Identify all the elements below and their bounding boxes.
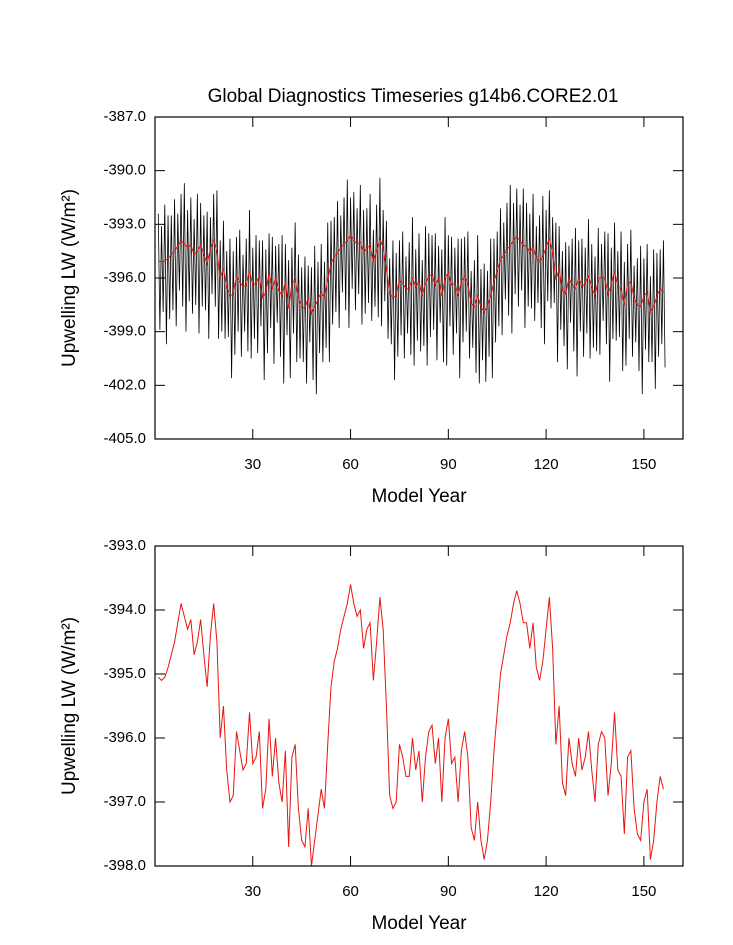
- y-axis-label: Upwelling LW (W/m²): [59, 189, 80, 367]
- y-tick-label: -405.0: [103, 430, 146, 447]
- series-line: [157, 177, 666, 395]
- chart-title: Global Diagnostics Timeseries g14b6.CORE…: [208, 86, 619, 107]
- y-tick-label: -393.0: [103, 537, 146, 554]
- x-axis-label: Model Year: [371, 913, 467, 934]
- plot-frame: [154, 116, 684, 440]
- plot-frame: [154, 545, 684, 867]
- y-tick-label: -398.0: [103, 857, 146, 874]
- y-tick-label: -394.0: [103, 601, 146, 618]
- y-tick-label: -395.0: [103, 665, 146, 682]
- x-tick-label: 60: [342, 883, 359, 900]
- y-tick-label: -397.0: [103, 793, 146, 810]
- y-tick-label: -396.0: [103, 269, 146, 286]
- x-tick-label: 150: [631, 883, 656, 900]
- y-tick-label: -387.0: [103, 108, 146, 125]
- x-tick-label: 90: [440, 456, 457, 473]
- x-tick-label: 90: [440, 883, 457, 900]
- x-tick-label: 60: [342, 456, 359, 473]
- series-line: [157, 584, 664, 867]
- y-tick-label: -390.0: [103, 162, 146, 179]
- x-axis-label: Model Year: [371, 486, 467, 507]
- x-tick-label: 30: [244, 883, 261, 900]
- x-tick-label: 150: [631, 456, 656, 473]
- series-line: [158, 234, 664, 316]
- y-tick-label: -396.0: [103, 729, 146, 746]
- y-tick-label: -402.0: [103, 376, 146, 393]
- y-tick-label: -399.0: [103, 323, 146, 340]
- y-tick-label: -393.0: [103, 215, 146, 232]
- x-tick-label: 120: [534, 883, 559, 900]
- x-tick-label: 120: [534, 456, 559, 473]
- x-tick-label: 30: [244, 456, 261, 473]
- y-axis-label: Upwelling LW (W/m²): [59, 617, 80, 795]
